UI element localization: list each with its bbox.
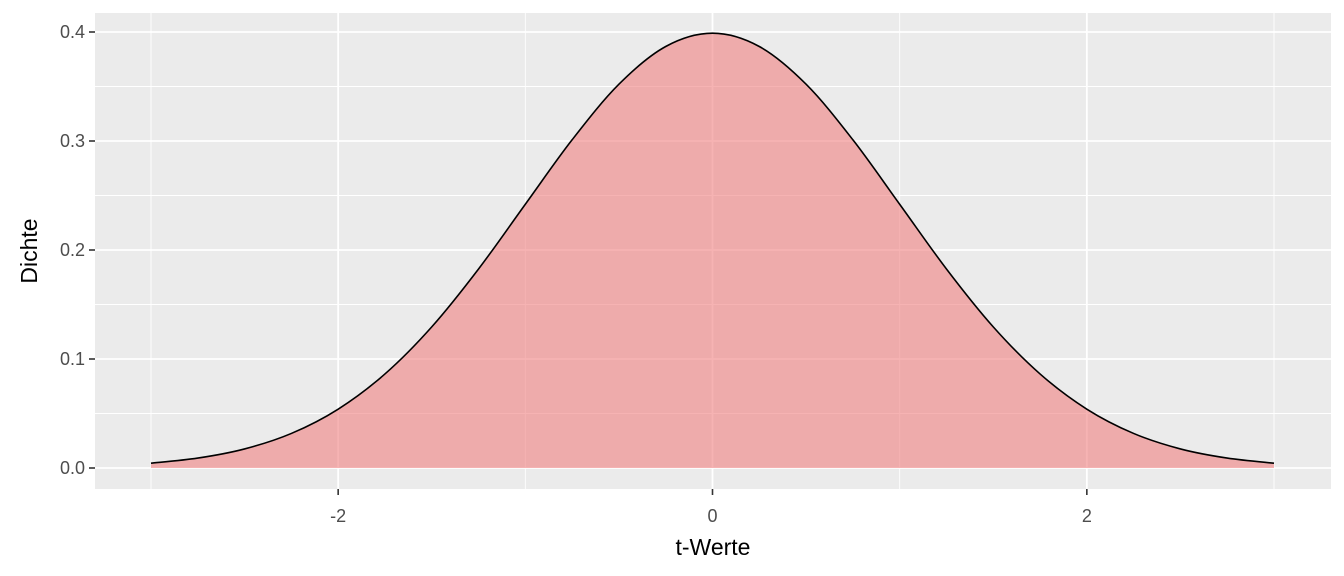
density-area bbox=[151, 33, 1274, 468]
y-tick-label: 0.1 bbox=[60, 349, 85, 369]
x-axis-ticks: -2 0 2 bbox=[330, 489, 1092, 526]
y-tick-label: 0.4 bbox=[60, 22, 85, 42]
y-tick-label: 0.2 bbox=[60, 240, 85, 260]
density-curve bbox=[150, 32, 1275, 464]
y-axis-title: Dichte bbox=[16, 218, 42, 283]
x-tick-label: 2 bbox=[1082, 506, 1092, 526]
y-tick-label: 0.3 bbox=[60, 131, 85, 151]
y-tick-label: 0.0 bbox=[60, 458, 85, 478]
y-axis-ticks: 0.0 0.1 0.2 0.3 0.4 bbox=[60, 22, 95, 478]
x-axis-title: t-Werte bbox=[676, 534, 751, 560]
x-tick-label: 0 bbox=[707, 506, 717, 526]
x-tick-label: -2 bbox=[330, 506, 346, 526]
